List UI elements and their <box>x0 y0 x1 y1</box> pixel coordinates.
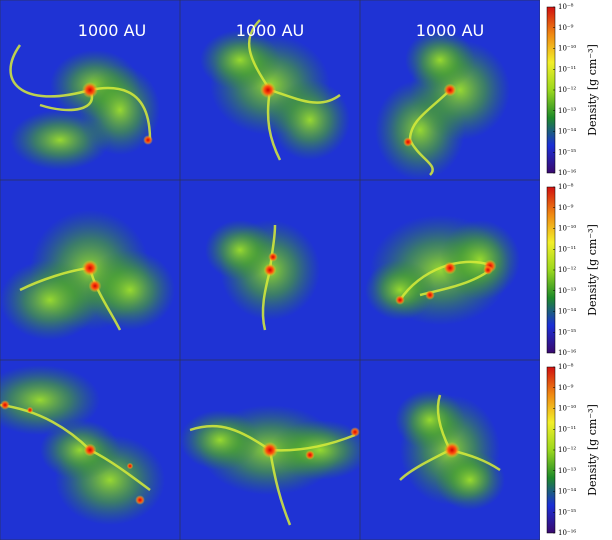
tick-label: 10⁻¹¹ <box>558 65 576 73</box>
filament <box>268 449 292 526</box>
tick-label: 10⁻⁸ <box>558 363 574 371</box>
tick-label: 10⁻¹³ <box>558 287 576 295</box>
filament <box>398 260 491 301</box>
tick-label: 10⁻¹² <box>558 86 576 94</box>
tick-label: 10⁻⁸ <box>558 183 574 191</box>
colorbar-title: Density [g cm⁻³] <box>586 44 599 136</box>
sink <box>305 450 315 460</box>
tick-label: 10⁻¹⁵ <box>558 508 576 516</box>
panel <box>360 0 540 180</box>
tick-label: 10⁻⁹ <box>558 204 574 212</box>
sink <box>443 261 457 275</box>
tick-label: 10⁻¹⁰ <box>558 45 576 53</box>
tick-label: 10⁻⁹ <box>558 384 574 392</box>
tick-label: 10⁻¹⁶ <box>558 529 576 537</box>
gas <box>270 420 360 480</box>
filament <box>9 44 91 98</box>
tick-label: 10⁻¹⁶ <box>558 169 576 177</box>
gas <box>40 420 120 480</box>
gas <box>205 220 275 280</box>
tick-label: 10⁻¹⁴ <box>558 308 576 316</box>
tick-label: 10⁻¹² <box>558 446 576 454</box>
filament <box>0 403 91 451</box>
tick-label: 10⁻¹⁶ <box>558 349 576 357</box>
sink <box>263 263 277 277</box>
tick-label: 10⁻¹² <box>558 266 576 274</box>
tick-label: 10⁻¹⁰ <box>558 405 576 413</box>
panel <box>360 180 540 360</box>
gas <box>0 365 100 435</box>
panel-label: 1000 AU <box>416 21 484 40</box>
sink <box>126 462 134 470</box>
gas <box>395 390 465 450</box>
sink <box>443 83 457 97</box>
filament <box>266 89 282 161</box>
colorbar-title: Density [g cm⁻³] <box>586 224 599 316</box>
panel <box>360 360 540 540</box>
panel <box>180 360 360 540</box>
filament <box>89 86 152 141</box>
panel <box>0 0 180 180</box>
tick-label: 10⁻¹⁴ <box>558 128 576 136</box>
sink <box>260 82 276 98</box>
panel-label: 1000 AU <box>78 21 146 40</box>
gas <box>10 110 110 170</box>
panel <box>0 360 180 540</box>
filament <box>189 424 271 452</box>
sink <box>0 400 10 410</box>
gas <box>0 260 100 340</box>
tick-label: 10⁻⁸ <box>558 3 574 11</box>
sink <box>262 442 278 458</box>
sink <box>268 252 278 262</box>
tick-label: 10⁻¹¹ <box>558 425 576 433</box>
sink <box>425 290 435 300</box>
panel <box>180 0 360 180</box>
gas <box>180 410 260 470</box>
sink <box>26 406 34 414</box>
sink <box>135 495 145 505</box>
gas <box>435 450 505 510</box>
gas <box>405 30 475 90</box>
sink <box>444 442 460 458</box>
filament <box>247 19 272 91</box>
colorbar-title: Density [g cm⁻³] <box>586 404 599 496</box>
tick-label: 10⁻⁹ <box>558 24 574 32</box>
gas <box>440 220 520 300</box>
sink <box>82 82 98 98</box>
panel-label: 1000 AU <box>236 21 304 40</box>
tick-label: 10⁻¹³ <box>558 107 576 115</box>
filament <box>408 89 451 141</box>
tick-label: 10⁻¹³ <box>558 467 576 475</box>
tick-label: 10⁻¹⁴ <box>558 488 576 496</box>
panel <box>0 180 180 360</box>
filament <box>269 433 356 452</box>
gas <box>270 80 350 160</box>
sink <box>395 295 405 305</box>
filament <box>269 88 341 104</box>
tick-label: 10⁻¹⁵ <box>558 148 576 156</box>
sink <box>403 137 413 147</box>
tick-label: 10⁻¹⁵ <box>558 328 576 336</box>
sink <box>143 135 153 145</box>
tick-label: 10⁻¹⁰ <box>558 225 576 233</box>
sink <box>483 265 493 275</box>
gas <box>365 260 435 320</box>
sink <box>350 427 360 437</box>
filament <box>408 139 434 176</box>
sink <box>82 260 98 276</box>
panel <box>180 180 360 360</box>
sink <box>83 443 97 457</box>
sink <box>88 279 102 293</box>
tick-label: 10⁻¹¹ <box>558 245 576 253</box>
